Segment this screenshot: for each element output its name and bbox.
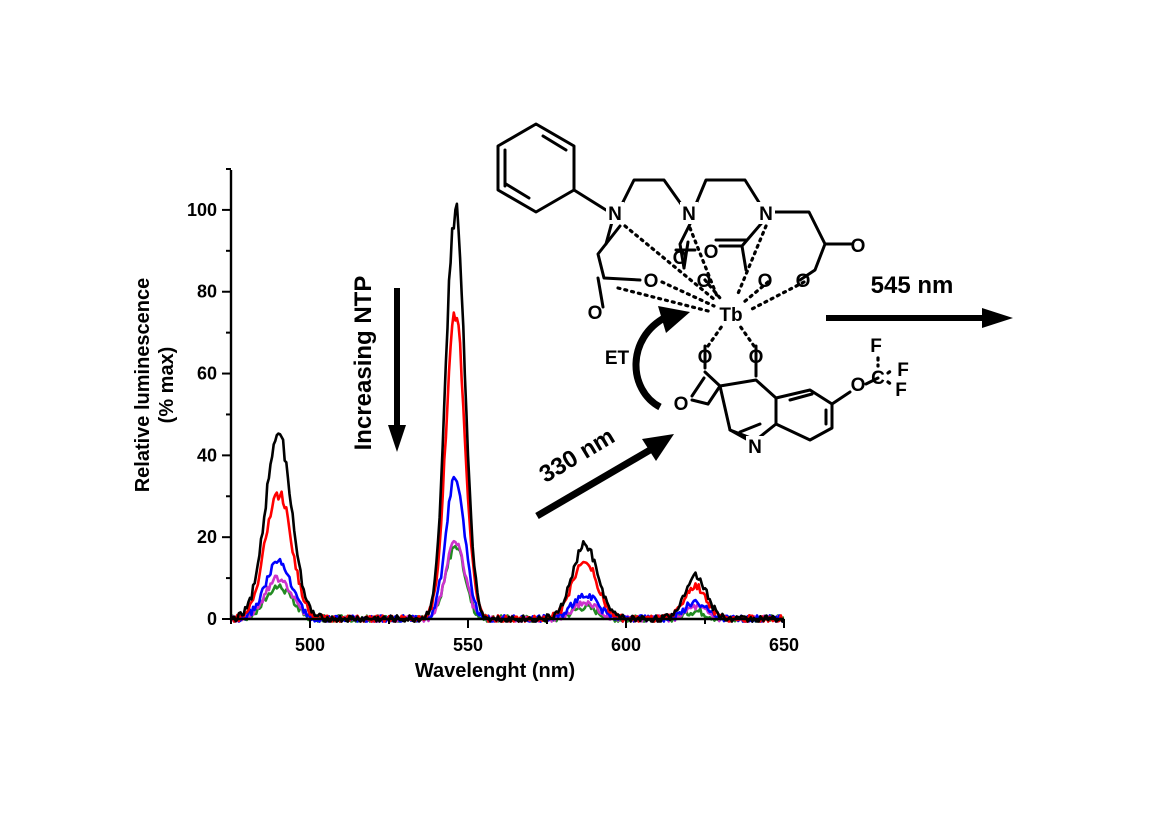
atom-o2: O [704, 242, 719, 263]
series-layer [229, 202, 786, 623]
x-axis-title: Wavelenght (nm) [415, 660, 575, 682]
y-axis-title-line2: (% max) [156, 347, 178, 424]
atom-o5: O [697, 271, 712, 292]
energy-transfer-label: ET [605, 348, 630, 369]
decrease-arrow [388, 288, 406, 452]
atom-labels: N N N O O O O O O O O Tb O O O O N C F F… [588, 202, 909, 458]
ticks: 500 550 600 650 0 20 40 60 80 100 [187, 168, 799, 655]
x-tick-label: 600 [611, 635, 641, 655]
y-tick-label: 0 [207, 609, 217, 629]
atom-f2: F [897, 360, 909, 381]
atom-f1: F [870, 336, 882, 357]
atom-o3: O [851, 236, 866, 257]
coordination-bonds [616, 224, 806, 348]
emission-label: 545 nm [871, 272, 954, 299]
atom-o7: O [796, 271, 811, 292]
atom-n1: N [608, 204, 622, 225]
x-tick-label: 550 [453, 635, 483, 655]
atom-o12: O [851, 375, 866, 396]
energy-transfer-arrow [632, 306, 690, 411]
y-tick-label: 80 [197, 282, 217, 302]
atom-o8: O [588, 303, 603, 324]
quinoline-ligand [690, 344, 880, 442]
atom-n2: N [682, 204, 696, 225]
atom-o10: O [749, 347, 764, 368]
y-tick-label: 40 [197, 445, 217, 465]
luminescence-chart: 500 550 600 650 0 20 40 60 80 100 Wavelenght (nm)… [132, 168, 799, 682]
y-tick-label: 60 [197, 364, 217, 384]
excitation-arrow [535, 434, 674, 520]
phenyl-ring [496, 122, 608, 214]
atom-f3: F [895, 380, 907, 401]
atom-o11: O [674, 394, 689, 415]
atom-o9: O [698, 347, 713, 368]
x-tick-label: 500 [295, 635, 325, 655]
emission-arrow [826, 308, 1013, 328]
y-axis-title-line1: Relative luminescence [132, 278, 154, 493]
axes [229, 170, 784, 621]
atom-tb: Tb [719, 305, 742, 326]
spectrum-line [229, 475, 786, 623]
atom-n4: N [748, 437, 762, 458]
atom-c-cf3: C [871, 368, 885, 389]
atom-o1: O [673, 248, 688, 269]
increasing-ntp-label: Increasing NTP [350, 276, 377, 451]
macrocycle-bonds [596, 178, 854, 309]
x-tick-label: 650 [769, 635, 799, 655]
atom-o6: O [758, 271, 773, 292]
spectrum-line [230, 202, 785, 623]
y-tick-label: 100 [187, 200, 217, 220]
terbium-complex-structure: N N N O O O O O O O O Tb O O O O N C F F… [496, 122, 909, 458]
atom-n3: N [759, 204, 773, 225]
atom-o4: O [644, 271, 659, 292]
y-tick-label: 20 [197, 527, 217, 547]
